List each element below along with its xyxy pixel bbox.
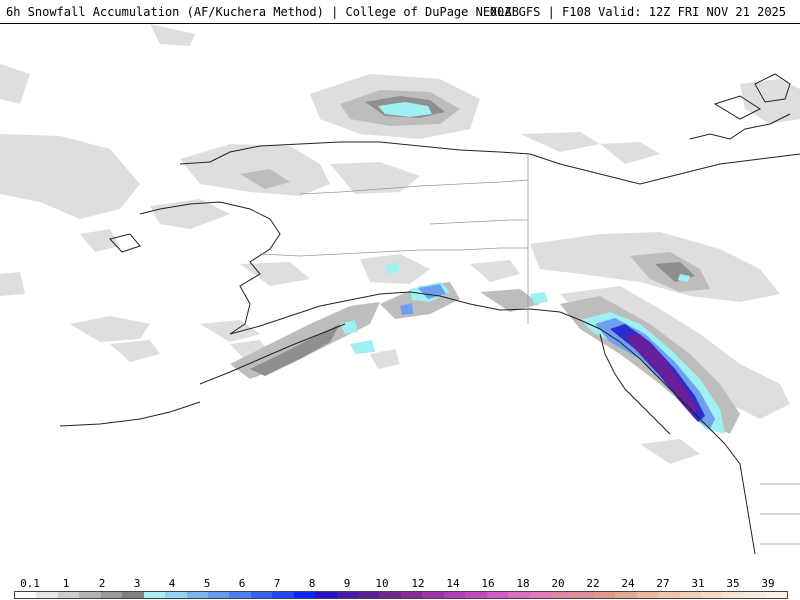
legend-swatch xyxy=(765,592,787,598)
legend-swatch xyxy=(57,592,80,598)
legend-swatch xyxy=(679,592,701,598)
legend-swatch xyxy=(186,592,208,598)
legend-swatch xyxy=(743,592,766,598)
legend-tick-label: 10 xyxy=(375,577,389,590)
legend-swatch xyxy=(465,592,487,598)
legend-swatch xyxy=(100,592,123,598)
legend-swatch xyxy=(422,592,444,598)
legend-swatch xyxy=(400,592,423,598)
legend-tick-label: 18 xyxy=(516,577,530,590)
legend-tick-label: 20 xyxy=(551,577,565,590)
legend-tick-label: 5 xyxy=(203,577,211,590)
coastlines xyxy=(59,73,800,555)
legend-swatch xyxy=(122,592,144,598)
legend-tick-label: 12 xyxy=(411,577,425,590)
legend-swatch xyxy=(572,592,594,598)
legend-swatch xyxy=(250,592,273,598)
legend-labels: 0.1 1 2 3 4 5 6 7 8 9 10 12 14 16 18 20 … xyxy=(0,576,800,590)
legend-tick-label: 27 xyxy=(656,577,670,590)
legend-swatch xyxy=(615,592,637,598)
legend-swatch xyxy=(550,592,573,598)
legend-swatch xyxy=(636,592,659,598)
snowfall-map xyxy=(0,24,800,576)
legend-swatch xyxy=(379,592,401,598)
legend-swatch xyxy=(315,592,337,598)
legend-swatch xyxy=(293,592,316,598)
snow-purple-areas xyxy=(625,334,698,414)
legend-swatch xyxy=(207,592,230,598)
legend-tick-label: 14 xyxy=(446,577,460,590)
legend-swatch xyxy=(165,592,187,598)
legend-tick-label: 0.1 xyxy=(20,577,40,590)
legend-tick-label: 6 xyxy=(238,577,246,590)
legend-swatch xyxy=(486,592,509,598)
legend-swatch xyxy=(15,592,37,598)
legend-tick-label: 22 xyxy=(586,577,600,590)
legend-swatch xyxy=(272,592,294,598)
legend-tick-label: 2 xyxy=(98,577,106,590)
color-legend: 0.1 1 2 3 4 5 6 7 8 9 10 12 14 16 18 20 … xyxy=(0,576,800,600)
map-header: 6h Snowfall Accumulation (AF/Kuchera Met… xyxy=(0,0,800,24)
model-run-info: 00Z GFS | F108 Valid: 12Z FRI NOV 21 202… xyxy=(489,5,786,19)
legend-swatch xyxy=(701,592,723,598)
snow-light-areas xyxy=(0,24,800,464)
state-borders xyxy=(259,154,800,545)
legend-swatch xyxy=(336,592,358,598)
legend-tick-label: 16 xyxy=(481,577,495,590)
legend-swatch xyxy=(658,592,680,598)
map-title: 6h Snowfall Accumulation (AF/Kuchera Met… xyxy=(6,5,519,19)
legend-swatch xyxy=(358,592,380,598)
legend-swatch xyxy=(508,592,530,598)
legend-swatch xyxy=(593,592,616,598)
legend-tick-label: 7 xyxy=(273,577,281,590)
legend-tick-label: 9 xyxy=(343,577,351,590)
legend-tick-label: 39 xyxy=(761,577,775,590)
legend-swatch xyxy=(443,592,466,598)
legend-tick-label: 24 xyxy=(621,577,635,590)
legend-swatch xyxy=(529,592,551,598)
legend-swatch xyxy=(229,592,251,598)
legend-swatch xyxy=(722,592,744,598)
legend-swatch xyxy=(143,592,166,598)
legend-swatch xyxy=(36,592,58,598)
legend-tick-label: 31 xyxy=(691,577,705,590)
legend-color-bar xyxy=(14,591,788,599)
legend-tick-label: 4 xyxy=(168,577,176,590)
legend-swatch xyxy=(79,592,101,598)
legend-tick-label: 35 xyxy=(726,577,740,590)
legend-tick-label: 1 xyxy=(62,577,70,590)
legend-tick-label: 8 xyxy=(308,577,316,590)
legend-tick-label: 3 xyxy=(133,577,141,590)
